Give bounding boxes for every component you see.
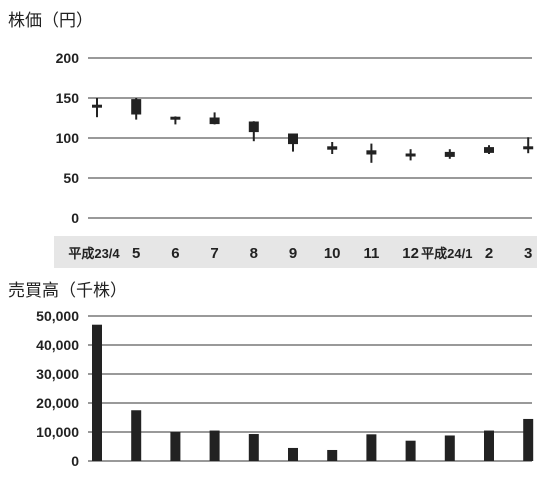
x-category-label: 平成24/1 xyxy=(421,246,472,261)
volume-bar xyxy=(366,434,377,461)
x-category-label: 11 xyxy=(363,245,379,262)
candle-body xyxy=(327,146,338,150)
volume-bar xyxy=(248,434,259,461)
volume-bar xyxy=(444,435,455,461)
volume-bar xyxy=(484,430,494,461)
x-category-label: 5 xyxy=(132,245,140,262)
volume-chart-title: 売買高（千株） xyxy=(8,281,127,300)
volume-bar xyxy=(170,432,181,461)
candle-body xyxy=(131,99,142,115)
candle-body xyxy=(170,116,181,120)
price-y-tick-label: 0 xyxy=(71,210,79,226)
x-category-label: 8 xyxy=(250,245,258,262)
volume-bar xyxy=(327,449,338,461)
candle-body xyxy=(484,147,494,153)
volume-y-tick-label: 30,000 xyxy=(36,366,79,382)
x-category-label: 平成23/4 xyxy=(68,246,120,261)
x-category-label: 9 xyxy=(289,245,297,262)
volume-y-tick-label: 20,000 xyxy=(36,395,79,411)
volume-y-tick-label: 50,000 xyxy=(36,308,79,324)
volume-bar xyxy=(405,440,416,461)
volume-bar xyxy=(131,410,142,461)
candle-body xyxy=(248,121,259,133)
category-band xyxy=(54,236,537,268)
volume-bar xyxy=(288,447,298,461)
candle-body xyxy=(209,117,220,125)
volume-y-tick-label: 40,000 xyxy=(36,337,79,353)
x-category-label: 2 xyxy=(485,245,493,262)
volume-chart: 売買高（千株） 0 10,000 20,000 30,000 40,000 50,000 xyxy=(8,281,534,469)
volume-y-tick-label: 0 xyxy=(71,453,79,469)
volume-bar xyxy=(523,418,534,461)
price-y-tick-label: 50 xyxy=(63,170,79,186)
volume-y-tick-label: 10,000 xyxy=(36,424,79,440)
price-y-tick-label: 200 xyxy=(56,50,80,66)
price-chart: 株価（円） 0 50 100 150 200 平成23/4 5 6 7 8 9 10 11 12 平成24/1… xyxy=(8,11,537,268)
candle-body xyxy=(288,133,298,145)
x-category-label: 7 xyxy=(210,245,218,262)
price-chart-title: 株価（円） xyxy=(8,11,93,30)
volume-bar xyxy=(92,324,102,461)
price-y-tick-label: 100 xyxy=(56,130,80,146)
candle-body xyxy=(444,151,455,157)
x-category-label: 10 xyxy=(324,245,341,262)
candle-body xyxy=(92,104,102,108)
x-category-label: 12 xyxy=(402,245,419,262)
price-y-tick-label: 150 xyxy=(56,90,80,106)
candle-body xyxy=(366,150,377,155)
volume-bar xyxy=(209,430,220,461)
candle-body xyxy=(523,146,534,150)
x-category-label: 3 xyxy=(524,245,532,262)
candle-body xyxy=(405,153,416,157)
x-category-label: 6 xyxy=(171,245,179,262)
